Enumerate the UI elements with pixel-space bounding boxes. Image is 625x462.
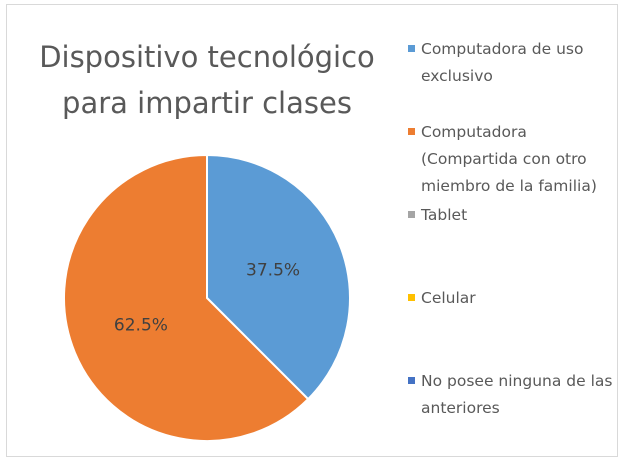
legend-entry: Computadora de uso exclusivo <box>408 36 613 90</box>
legend-entry: No posee ninguna de las anteriores <box>408 368 613 422</box>
legend-label: Tablet <box>421 206 468 224</box>
legend-swatch <box>408 45 415 52</box>
legend-label: No posee ninguna de las anteriores <box>421 372 613 417</box>
legend-swatch <box>408 211 415 218</box>
legend-swatch <box>408 377 415 384</box>
legend-entry: Celular <box>408 285 613 312</box>
legend-swatch <box>408 294 415 301</box>
legend-entry: Tablet <box>408 202 613 229</box>
pie-slice <box>63 153 310 442</box>
legend-label: Celular <box>421 289 476 307</box>
pie-slice <box>206 153 351 401</box>
chart-title: Dispositivo tecnológico para impartir cl… <box>39 40 375 120</box>
data-label: 37.5% <box>246 261 300 281</box>
legend-label: Computadora de uso exclusivo <box>421 40 584 85</box>
data-label: 62.5% <box>114 315 168 335</box>
legend-entry: Computadora (Compartida con otro miembro… <box>408 119 613 200</box>
legend-label: Computadora (Compartida con otro miembro… <box>421 123 597 195</box>
legend-swatch <box>408 128 415 135</box>
chart-frame <box>6 4 618 457</box>
